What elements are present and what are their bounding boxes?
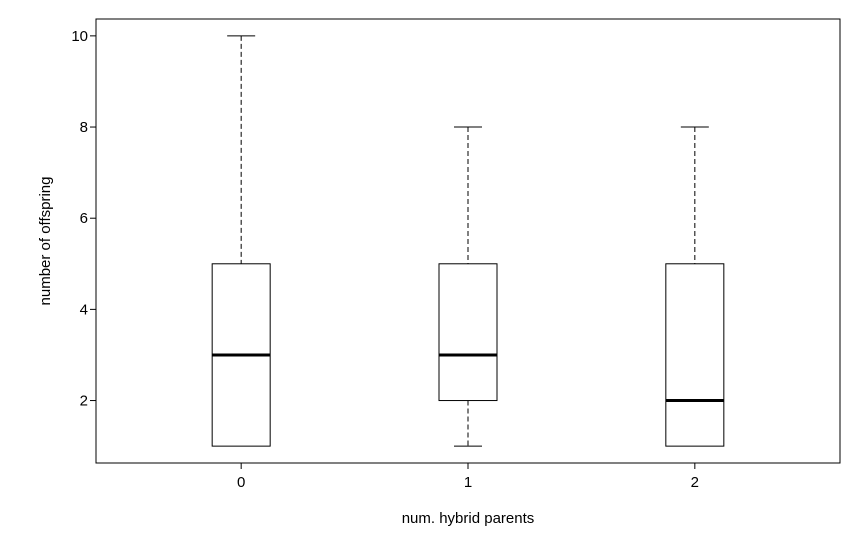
- y-tick-label: 8: [80, 119, 88, 136]
- boxes-group: [211, 35, 725, 447]
- x-axis: 0 1 2: [237, 463, 699, 491]
- x-tick-label: 2: [691, 474, 699, 491]
- y-axis-label: number of offspring: [37, 177, 54, 306]
- y-tick-label: 2: [80, 393, 88, 410]
- x-tick-label: 0: [237, 474, 245, 491]
- box-1: [438, 126, 498, 447]
- y-axis: 2 4 6 8 10: [71, 28, 96, 410]
- y-tick-label: 6: [80, 210, 88, 227]
- box-2: [665, 126, 725, 447]
- y-tick-label: 10: [71, 28, 88, 45]
- iqr-box: [438, 263, 498, 402]
- iqr-box: [665, 263, 725, 447]
- box-0: [211, 35, 271, 447]
- x-tick-label: 1: [464, 474, 472, 491]
- x-axis-label: num. hybrid parents: [402, 510, 535, 527]
- y-tick-label: 4: [80, 301, 88, 318]
